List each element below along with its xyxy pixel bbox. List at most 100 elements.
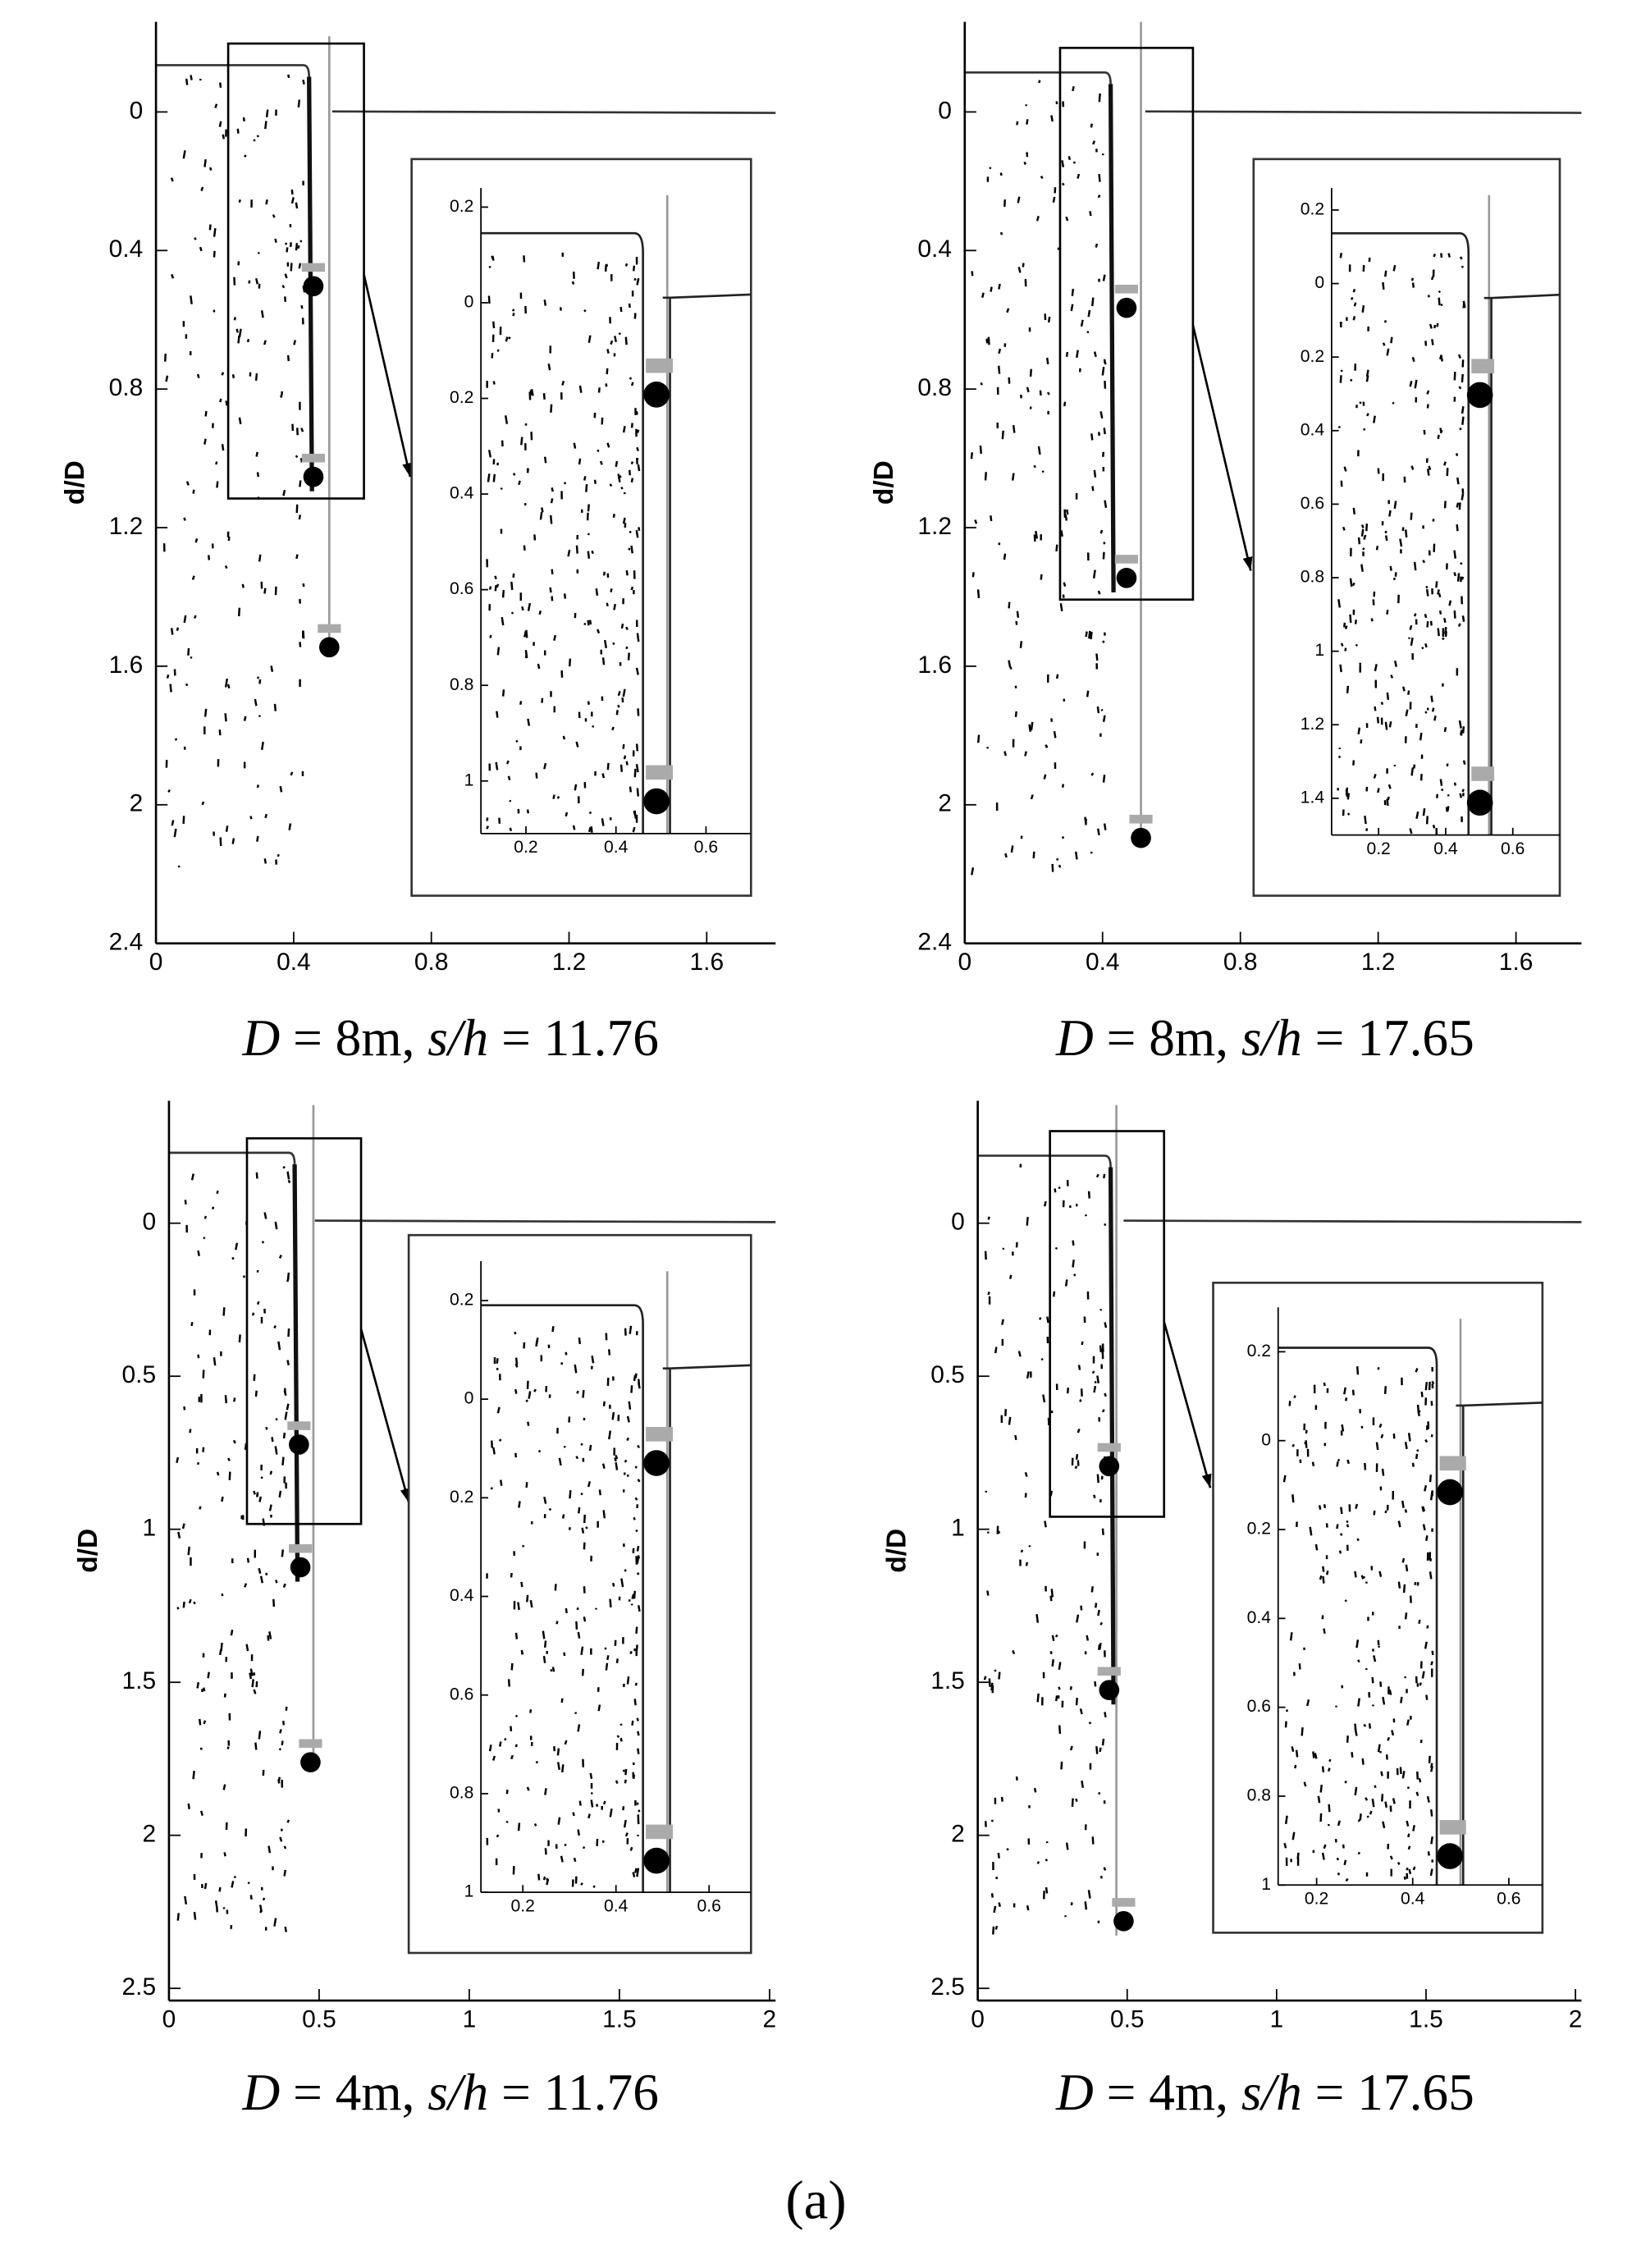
vector-dot (1374, 706, 1377, 711)
vector-dot (1461, 416, 1465, 425)
vector-dot (1063, 401, 1067, 407)
vector-dot (565, 1607, 568, 1614)
arrow-head (1242, 556, 1253, 571)
vector-dot (510, 1754, 514, 1760)
vector-dot (606, 602, 609, 606)
caption-part: s/h (427, 2064, 488, 2121)
vector-dot (602, 571, 606, 576)
vector-dot (1346, 812, 1351, 816)
vector-dot (1458, 386, 1462, 390)
vector-dot (1073, 1273, 1077, 1277)
vector-dot (1428, 1381, 1431, 1391)
vector-dot (624, 1459, 628, 1463)
vector-dot (1443, 501, 1447, 509)
vector-dot (587, 1813, 591, 1819)
vector-dot (575, 545, 578, 554)
vector-dot (487, 295, 491, 304)
vector-dot (989, 167, 992, 170)
vector-dot (615, 710, 619, 716)
anchor (300, 1752, 321, 1772)
vector-dot (1008, 1416, 1012, 1425)
vector-dot (1402, 686, 1406, 692)
vector-dot (1088, 630, 1091, 639)
vector-dot (1046, 391, 1050, 396)
vector-dot (284, 1411, 288, 1420)
vector-dot (1065, 216, 1069, 222)
caption-part: D (241, 2064, 280, 2121)
vector-dot (1314, 1753, 1318, 1759)
vector-dot (1055, 544, 1058, 551)
vector-dot (176, 1607, 180, 1610)
vector-dot (1418, 1777, 1422, 1783)
vector-dot (183, 1406, 186, 1411)
vector-dot (1424, 1484, 1428, 1492)
y-tick-label: 1 (1261, 1875, 1271, 1894)
vector-dot (1426, 404, 1429, 409)
vector-dot (610, 340, 614, 345)
vector-dot (1103, 823, 1107, 830)
vector-dot (213, 250, 216, 258)
vector-dot (1074, 851, 1078, 860)
vector-dot (1030, 721, 1034, 731)
vector-dot (1060, 1761, 1063, 1770)
vector-dot (1430, 1766, 1433, 1772)
vector-dot (287, 1179, 291, 1184)
vector-dot (264, 813, 267, 819)
vector-dot (253, 1374, 256, 1381)
vector-dot (1282, 1475, 1287, 1483)
vector-dot (1293, 1395, 1296, 1399)
vector-dot (551, 487, 554, 492)
vector-dot (1350, 296, 1354, 300)
vector-dot (299, 240, 303, 243)
vector-dot (283, 1869, 286, 1877)
vector-dot (1097, 828, 1100, 836)
vector-dot (1102, 451, 1105, 457)
vector-dot (1051, 863, 1054, 872)
y-tick-label: 0.5 (930, 1361, 965, 1388)
y-tick-label: 0.2 (450, 1291, 473, 1310)
vector-dot (613, 603, 617, 610)
vector-dot (1339, 252, 1342, 258)
inset-anchor-plate (646, 358, 674, 373)
vector-dot (511, 309, 515, 312)
vector-dot (625, 626, 629, 631)
vector-dot (1397, 1520, 1401, 1528)
x-tick-label: 0.8 (414, 949, 449, 976)
vector-dot (1392, 1798, 1396, 1804)
zoom-box (245, 1136, 363, 1525)
vector-dot (606, 1655, 610, 1661)
caption-part: = 11.76 (501, 2064, 659, 2121)
vector-dot (208, 224, 212, 231)
vector-dot (263, 340, 267, 345)
vector-dot (1430, 1661, 1433, 1666)
vector-dot (510, 581, 514, 591)
vector-dot (494, 575, 497, 580)
vector-dot (1069, 1745, 1073, 1751)
vector-dot (226, 1746, 230, 1749)
vector-dot (218, 1648, 222, 1656)
vector-dot (237, 335, 240, 344)
x-tick-label: 1.2 (552, 949, 587, 976)
vector-dot (514, 1632, 519, 1639)
vector-dot (629, 530, 632, 533)
inset-ground (1456, 1401, 1543, 1886)
vector-dot (1102, 640, 1105, 643)
vector-dot (1321, 1852, 1325, 1860)
vector-dot (1422, 1506, 1426, 1511)
x-tick-label: 0 (958, 949, 971, 976)
ground-surface (331, 110, 776, 114)
vector-dot (1431, 1380, 1435, 1385)
vector-dot (1412, 1825, 1415, 1831)
vector-dot (299, 642, 302, 647)
y-tick-label: 1 (464, 1882, 474, 1901)
vector-dot (1087, 1890, 1091, 1899)
vector-dot (1461, 373, 1464, 383)
vector-dot (278, 1490, 282, 1498)
vector-dot (1351, 1389, 1355, 1396)
vector-dot (1382, 342, 1386, 346)
vector-dot (1104, 1322, 1108, 1328)
vector-dot (215, 461, 218, 465)
vector-dot (1390, 674, 1394, 679)
y-tick-label: 2.5 (122, 1973, 157, 2001)
vector-dot (622, 1806, 625, 1811)
